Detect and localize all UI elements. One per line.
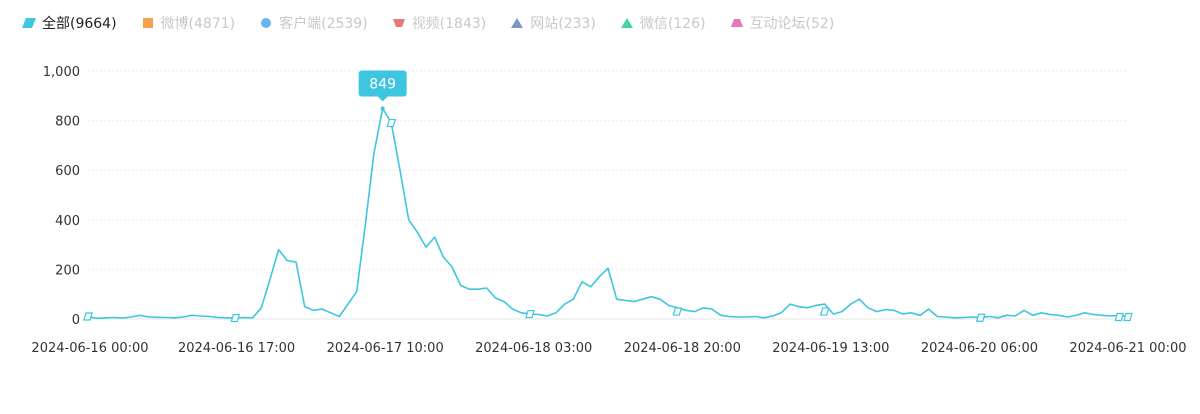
tooltip-box [358,70,407,97]
data-point-marker [1123,312,1133,322]
triangle-icon [620,17,634,29]
peak-point [380,106,385,111]
y-tick-label: 200 [55,263,80,278]
legend-item-2[interactable]: 客户端(2539) [259,13,368,33]
data-point-marker [819,307,830,316]
legend-item-6[interactable]: 互动论坛(52) [730,13,835,33]
y-tick-label: 0 [72,313,80,328]
data-point-marker [672,307,683,316]
legend-label: 微博(4871) [160,16,236,32]
legend: 全部(9664) 微博(4871) 客户端(2539) 视频(1843) 网站(233)… [22,12,834,34]
data-point-marker [386,118,397,128]
legend-item-5[interactable]: 微信(126) [620,13,706,33]
x-tick-label: 2024-06-20 06:00 [921,341,1038,356]
tooltip-value: 849 [369,76,396,92]
y-tick-label: 600 [55,164,80,179]
legend-label: 互动论坛(52) [749,16,835,32]
data-point-marker [230,313,241,323]
series-line [87,107,1129,320]
data-point-marker [975,313,986,322]
legend-label: 全部(9664) [42,16,117,32]
triangle-icon [510,17,524,29]
y-tick-label: 1,000 [43,65,80,80]
legend-item-3[interactable]: 视频(1843) [392,13,487,33]
y-tick-label: 800 [55,115,80,130]
legend-item-1[interactable]: 微博(4871) [141,13,236,33]
legend-label: 视频(1843) [411,16,487,32]
tooltip-pointer [377,96,388,102]
inverted-trapezoid-icon [392,17,406,29]
circle-icon [259,17,273,29]
legend-item-4[interactable]: 网站(233) [510,13,596,33]
legend-label: 微信(126) [639,16,706,32]
parallelogram-icon [22,17,36,29]
trapezoid-icon [730,17,744,29]
x-tick-label: 2024-06-17 10:00 [327,341,444,356]
legend-label: 客户端(2539) [279,16,368,32]
square-icon [141,17,155,29]
x-tick-label: 2024-06-18 03:00 [475,341,592,356]
legend-label: 网站(233) [530,16,596,32]
legend-item-0[interactable]: 全部(9664) [22,13,117,33]
y-tick-label: 400 [55,214,80,229]
x-tick-label: 2024-06-16 17:00 [178,341,295,356]
x-tick-label: 2024-06-16 00:00 [31,341,148,356]
data-point-marker [525,309,535,319]
x-tick-label: 2024-06-21 00:00 [1069,341,1186,356]
x-tick-label: 2024-06-18 20:00 [624,341,741,356]
data-point-marker [1114,312,1125,322]
x-tick-label: 2024-06-19 13:00 [772,341,889,356]
data-point-marker [83,312,93,321]
